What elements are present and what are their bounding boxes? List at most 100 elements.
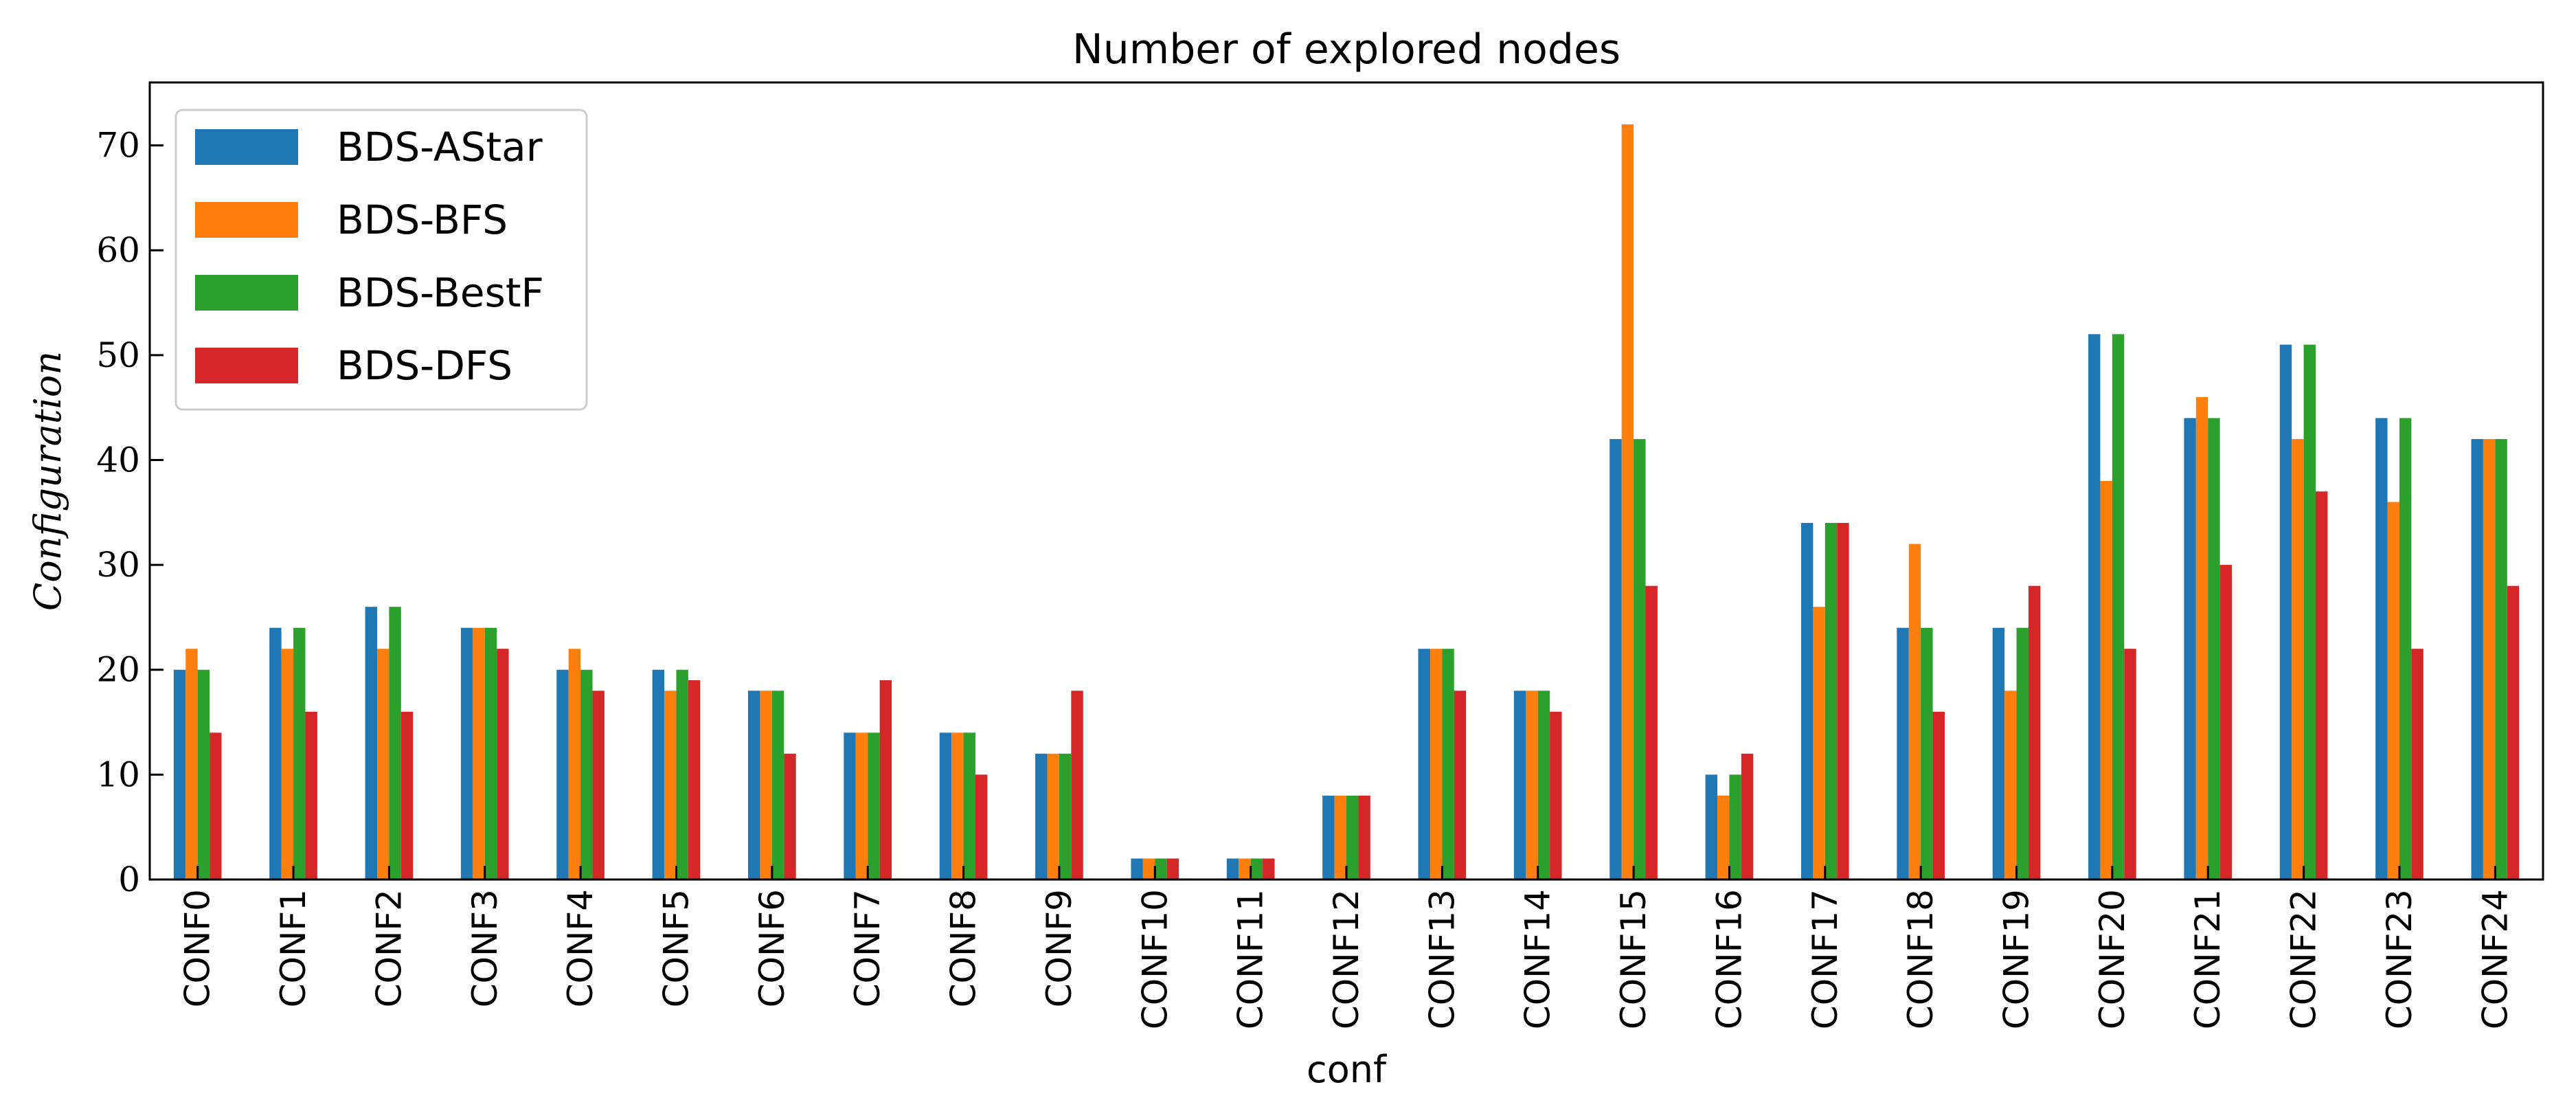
x-tick-label: CONF7: [848, 889, 888, 1007]
bar: [1897, 627, 1909, 880]
bar: [1263, 858, 1275, 880]
bar: [1634, 438, 1646, 880]
x-tick-label: CONF0: [178, 889, 218, 1007]
bar: [210, 732, 222, 880]
x-tick-label: CONF17: [1805, 889, 1845, 1029]
x-tick-label: CONF3: [465, 889, 505, 1007]
bar: [1418, 649, 1430, 880]
bar: [2411, 649, 2424, 880]
legend-items: BDS-AStar BDS-BFS BDS-BestF BDS-DFS: [195, 124, 544, 389]
bar: [1609, 438, 1622, 880]
bar: [2088, 334, 2101, 880]
x-tick-label: CONF11: [1231, 889, 1271, 1029]
legend-swatch: [195, 348, 298, 383]
bar: [963, 732, 975, 880]
bar: [2483, 438, 2496, 880]
x-tick-label: CONF9: [1039, 889, 1079, 1007]
bar: [1800, 523, 1814, 880]
bar: [1166, 858, 1179, 880]
bar: [185, 649, 198, 880]
y-tick-label: 40: [96, 440, 140, 480]
bar: [497, 649, 509, 880]
bar: [365, 607, 377, 880]
y-tick-label: 10: [96, 754, 140, 794]
bar: [1035, 753, 1048, 880]
bar: [652, 669, 665, 880]
bar: [376, 649, 389, 880]
bar: [1334, 795, 1346, 880]
bar: [2124, 649, 2136, 880]
bar: [1454, 691, 1467, 880]
bar: [1813, 607, 1825, 880]
bar: [2471, 438, 2483, 880]
bar: [580, 669, 593, 880]
x-tick-label: CONF2: [369, 889, 409, 1007]
bar: [2028, 585, 2041, 880]
bar: [2184, 418, 2196, 880]
x-tick-label: CONF19: [1997, 889, 2037, 1029]
bar: [2316, 491, 2328, 880]
x-tick-label: CONF15: [1614, 889, 1653, 1029]
bar: [2112, 334, 2125, 880]
bar: [1932, 711, 1945, 880]
legend-swatch: [195, 275, 298, 311]
bar: [2375, 418, 2388, 880]
bar: [1250, 858, 1263, 880]
bar: [975, 774, 988, 880]
y-axis-label: Configuration: [26, 351, 69, 611]
bar: [868, 732, 880, 880]
bar: [400, 711, 414, 880]
bar: [1824, 523, 1838, 880]
x-tick-label: CONF21: [2188, 889, 2228, 1029]
bar: [2016, 627, 2029, 880]
y-tick-label: 30: [96, 545, 140, 585]
bar: [664, 691, 677, 880]
bar: [951, 732, 964, 880]
bar: [1059, 753, 1072, 880]
bar: [1346, 795, 1359, 880]
bar: [1537, 691, 1550, 880]
bar: [2292, 438, 2304, 880]
bar: [1645, 585, 1658, 880]
bar: [2399, 418, 2412, 880]
bar: [2387, 502, 2399, 880]
bar: [1071, 691, 1083, 880]
bar: [293, 627, 306, 880]
bar: [879, 680, 892, 880]
bar: [173, 669, 186, 880]
plot-frame: [148, 81, 2544, 881]
x-tick-label: CONF22: [2284, 889, 2324, 1029]
bar: [1729, 774, 1741, 880]
x-tick-label: CONF10: [1135, 889, 1175, 1029]
bar: [760, 691, 772, 880]
bar: [844, 732, 856, 880]
bar: [2100, 481, 2112, 880]
bar: [1226, 858, 1239, 880]
bar: [1526, 691, 1538, 880]
bar: [2279, 344, 2292, 880]
bar: [1430, 649, 1443, 880]
bar: [1837, 523, 1849, 880]
y-tick-label: 20: [96, 650, 140, 690]
bar: [1717, 795, 1730, 880]
x-tick-label: CONF23: [2380, 889, 2419, 1029]
bar: [1908, 544, 1921, 880]
bar: [473, 627, 485, 880]
bar: [1047, 753, 1059, 880]
bar: [1921, 627, 1933, 880]
legend: BDS-AStar BDS-BFS BDS-BestF BDS-DFS: [174, 109, 588, 411]
x-ticks-layer: CONF0 CONF1 CONF2 CONF3 CONF4 CONF5 CONF6 CONF7…: [178, 866, 2515, 1029]
y-tick-label: 70: [96, 126, 140, 166]
bar: [939, 732, 952, 880]
y-tick-label: 0: [118, 860, 140, 899]
bar: [556, 669, 569, 880]
bar: [1550, 711, 1562, 880]
bar: [1131, 858, 1143, 880]
bar: [2208, 418, 2220, 880]
bar: [281, 649, 294, 880]
y-ticks-layer: 0 10 20 30 40 50 60 70: [96, 126, 163, 899]
x-tick-label: CONF18: [1901, 889, 1941, 1029]
x-tick-label: CONF16: [1709, 889, 1749, 1029]
bar: [2195, 396, 2208, 880]
